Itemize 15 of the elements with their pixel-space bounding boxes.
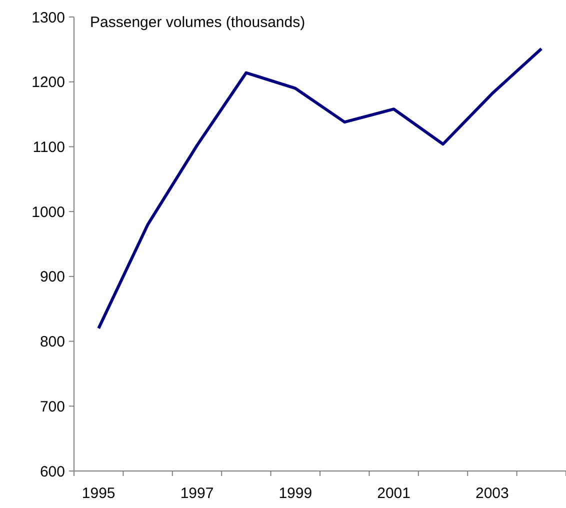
x-tick-label: 2003 <box>476 485 509 502</box>
chart-title: Passenger volumes (thousands) <box>90 14 306 31</box>
y-tick-label: 1000 <box>32 204 65 221</box>
y-tick-label: 600 <box>40 463 65 480</box>
y-tick-label: 1200 <box>32 74 65 92</box>
x-tick-label: 2001 <box>377 485 410 502</box>
line-series <box>97 47 543 330</box>
y-tick-label: 1100 <box>32 138 65 156</box>
x-tick-label: 1995 <box>82 485 116 502</box>
y-tick-label: 900 <box>40 268 65 286</box>
x-tick-label: 1997 <box>180 485 214 502</box>
x-tick-label: 1999 <box>278 485 312 502</box>
y-tick-label: 700 <box>40 398 65 416</box>
y-tick-label: 800 <box>40 334 65 351</box>
y-tick-label: 1300 <box>32 9 65 26</box>
